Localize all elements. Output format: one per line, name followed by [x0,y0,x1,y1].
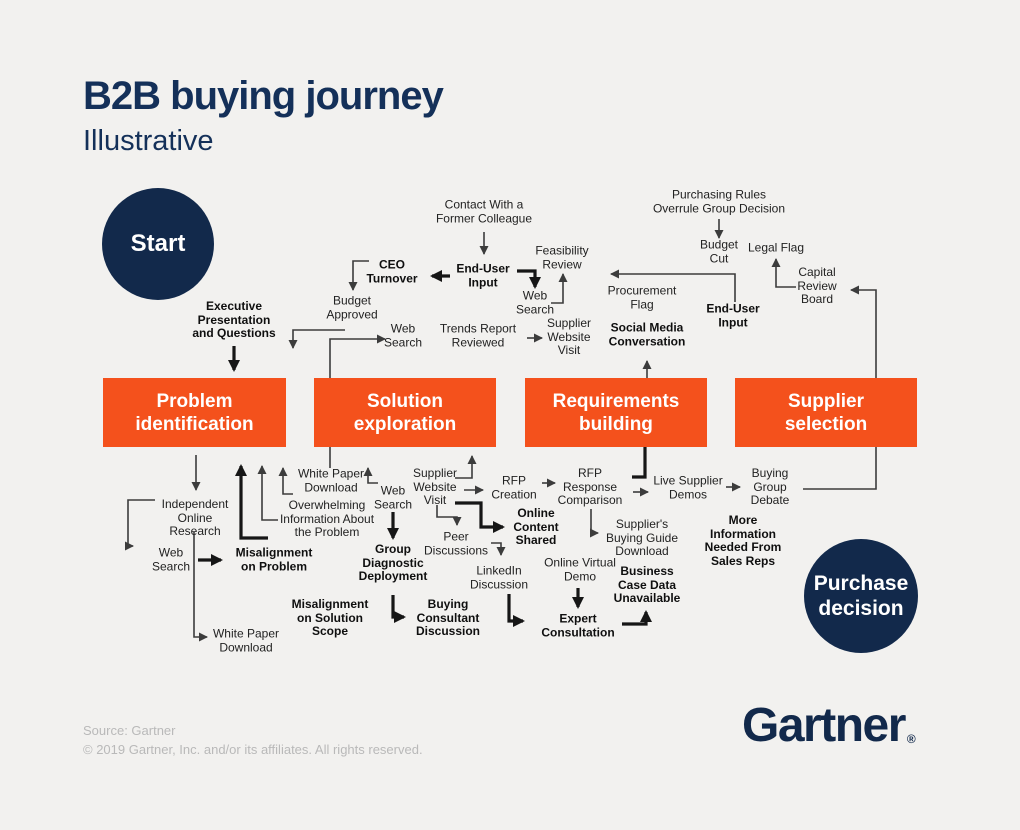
flow-arrow-20 [278,467,293,495]
node-legal-flag: Legal Flag [747,240,805,255]
phase-requirements-building: Requirements building [525,378,707,447]
node-overwhelming-information: Overwhelming Information About the Probl… [279,497,375,539]
node-budget-approved: Budget Approved [326,293,378,321]
flow-arrow-28 [491,542,506,556]
node-budget-cut: Budget Cut [699,237,739,265]
phase-supplier-selection: Supplier selection [735,378,917,447]
node-social-media-conversation: Social Media Conversation [608,320,686,348]
node-contact-former-colleague: Contact With a Former Colleague [435,197,533,225]
node-capital-review-board: Capital Review Board [797,264,837,306]
node-live-supplier-demos: Live Supplier Demos [653,473,723,501]
node-peer-discussions: Peer Discussions [423,529,489,557]
gartner-logo-text: Gartner [742,699,906,752]
flow-arrow-6 [551,273,568,304]
flow-arrow-24 [455,455,477,479]
flow-arrow-19 [257,465,278,521]
node-rfp-creation: RFP Creation [491,473,537,501]
node-supplier-website-visit-1: Supplier Website Visit [546,315,592,357]
node-group-diagnostic-deployment: Group Diagnostic Deployment [358,541,428,583]
node-white-paper-download-2: White Paper Download [212,626,280,654]
copyright-note: © 2019 Gartner, Inc. and/or its affiliat… [83,742,423,757]
node-misalignment-on-problem: Misalignment on Problem [235,545,313,573]
node-more-information-sales-reps: More Information Needed From Sales Reps [704,513,782,568]
page-subtitle: Illustrative [83,125,214,157]
node-ceo-turnover: CEO Turnover [366,257,418,285]
node-web-search-2: Web Search [383,321,423,349]
gartner-logo: Gartner ® [742,699,916,763]
source-note: Source: Gartner [83,723,176,738]
flow-arrow-36 [590,509,599,538]
node-buying-consultant-discussion: Buying Consultant Discussion [415,596,481,638]
node-white-paper-download-1: White Paper Download [297,466,365,494]
flow-arrow-8 [610,269,736,302]
node-end-user-input-2: End-User Input [706,301,760,329]
flow-arrow-23 [436,505,462,526]
node-web-search-4: Web Search [373,483,413,511]
flow-arrow-10 [771,258,796,288]
node-web-search-3: Web Search [151,545,191,573]
flow-arrow-32 [622,610,652,626]
node-web-search-1: Web Search [515,288,555,316]
node-executive-presentation: Executive Presentation and Questions [192,298,276,340]
terminal-purchase-decision: Purchase decision [804,539,918,653]
node-rfp-response-comparison: RFP Response Comparison [557,465,623,507]
flow-arrow-15 [125,499,155,551]
flow-arrow-2 [348,260,369,291]
node-supplier-website-visit-2: Supplier Website Visit [412,465,458,507]
node-business-case-data-unavailable: Business Case Data Unavailable [613,563,681,605]
registered-trademark-icon: ® [906,732,916,746]
node-suppliers-buying-guide-download: Supplier's Buying Guide Download [605,516,679,558]
node-trends-report-reviewed: Trends Report Reviewed [439,321,517,349]
flow-arrow-30 [391,595,406,623]
flow-arrow-26 [455,501,505,533]
flow-arrow-3 [288,329,345,349]
flow-arrow-18 [235,464,268,540]
node-expert-consultation: Expert Consultation [541,611,615,639]
node-purchasing-rules: Purchasing Rules Overrule Group Decision [652,187,786,215]
node-independent-online-research: Independent Online Research [161,496,229,538]
flow-arrow-5 [517,269,541,289]
header: B2B buying journey Illustrative [83,74,444,157]
page-title: B2B buying journey [83,74,444,118]
node-misalignment-solution-scope: Misalignment on Solution Scope [291,596,369,638]
node-online-virtual-demo: Online Virtual Demo [544,555,616,583]
node-end-user-input-1: End-User Input [456,261,510,289]
node-linkedin-discussion: LinkedIn Discussion [469,563,529,591]
node-procurement-flag: Procurement Flag [607,283,677,311]
flow-arrow-33 [632,447,647,479]
node-online-content-shared: Online Content Shared [513,505,559,547]
phase-solution-exploration: Solution exploration [314,378,496,447]
flow-arrow-17 [193,532,208,642]
node-feasibility-review: Feasibility Review [535,243,589,271]
flow-arrow-21 [363,467,378,484]
flow-arrow-29 [507,594,525,627]
phase-problem-identification: Problem identification [103,378,286,447]
terminal-start: Start [102,188,214,300]
node-buying-group-debate: Buying Group Debate [750,465,790,507]
footer: Source: Gartner © 2019 Gartner, Inc. and… [83,721,423,759]
